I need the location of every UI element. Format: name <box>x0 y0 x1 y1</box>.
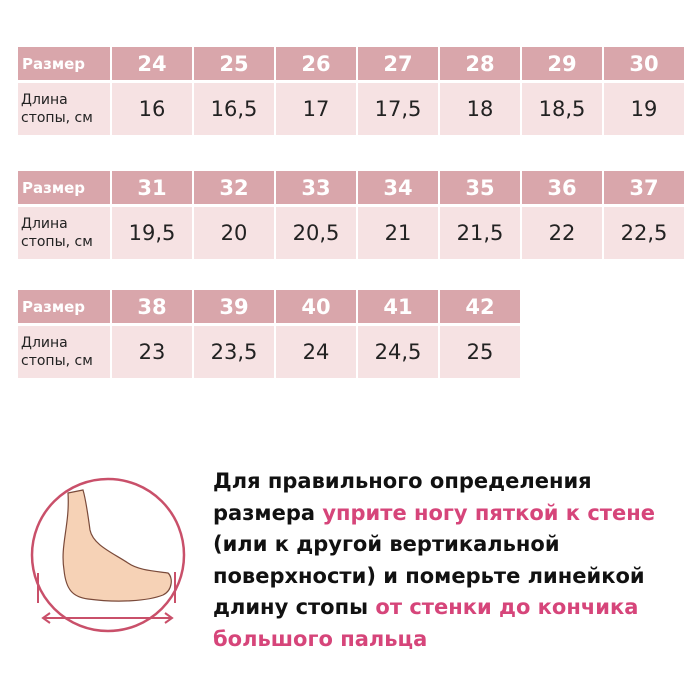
length-cell: 21,5 <box>440 207 520 259</box>
length-cell: 23,5 <box>194 326 274 378</box>
length-cell: 22 <box>522 207 602 259</box>
size-cell: 25 <box>194 47 274 80</box>
size-cell: 30 <box>604 47 684 80</box>
size-cell: 28 <box>440 47 520 80</box>
length-cell: 23 <box>112 326 192 378</box>
size-header-label: Размер <box>18 47 110 80</box>
length-cell: 18,5 <box>522 83 602 135</box>
size-header-label: Размер <box>18 171 110 204</box>
length-cell: 24 <box>276 326 356 378</box>
size-table: Размер 38 39 40 41 42 Длина стопы, см 23 23,5 24 2… <box>18 290 520 378</box>
size-cell: 31 <box>112 171 192 204</box>
size-table: Размер 24 25 26 27 28 29 30 Длина стопы, см 16 16,… <box>18 47 684 135</box>
length-row-label: Длина стопы, см <box>18 207 110 259</box>
length-row-label: Длина стопы, см <box>18 83 110 135</box>
length-row-label: Длина стопы, см <box>18 326 110 378</box>
length-cell: 22,5 <box>604 207 684 259</box>
size-cell: 39 <box>194 290 274 323</box>
size-cell: 32 <box>194 171 274 204</box>
length-cell: 24,5 <box>358 326 438 378</box>
length-cell: 17 <box>276 83 356 135</box>
instruction-text: Для правильного определения размера <box>213 469 592 525</box>
instruction-highlight: от стенки до кончика большого пальца <box>213 595 639 651</box>
length-cell: 20,5 <box>276 207 356 259</box>
size-cell: 38 <box>112 290 192 323</box>
size-cell: 35 <box>440 171 520 204</box>
length-cell: 17,5 <box>358 83 438 135</box>
size-cell: 37 <box>604 171 684 204</box>
size-cell: 27 <box>358 47 438 80</box>
size-cell: 24 <box>112 47 192 80</box>
size-cell: 29 <box>522 47 602 80</box>
length-cell: 21 <box>358 207 438 259</box>
size-cell: 34 <box>358 171 438 204</box>
length-cell: 16,5 <box>194 83 274 135</box>
length-cell: 19,5 <box>112 207 192 259</box>
size-cell: 33 <box>276 171 356 204</box>
foot-measure-icon <box>30 477 186 633</box>
size-cell: 36 <box>522 171 602 204</box>
size-cell: 42 <box>440 290 520 323</box>
size-cell: 40 <box>276 290 356 323</box>
length-cell: 19 <box>604 83 684 135</box>
instruction-highlight: уприте ногу пяткой к стене <box>322 500 655 525</box>
length-cell: 16 <box>112 83 192 135</box>
measure-instructions: Для правильного определения размера упри… <box>213 466 693 655</box>
size-cell: 26 <box>276 47 356 80</box>
length-cell: 20 <box>194 207 274 259</box>
length-cell: 18 <box>440 83 520 135</box>
size-cell: 41 <box>358 290 438 323</box>
size-table: Размер 31 32 33 34 35 36 37 Длина стопы, см 19,5 2… <box>18 171 684 259</box>
instruction-text: (или к другой вертикальной поверхности) … <box>213 532 645 619</box>
size-header-label: Размер <box>18 290 110 323</box>
length-cell: 25 <box>440 326 520 378</box>
